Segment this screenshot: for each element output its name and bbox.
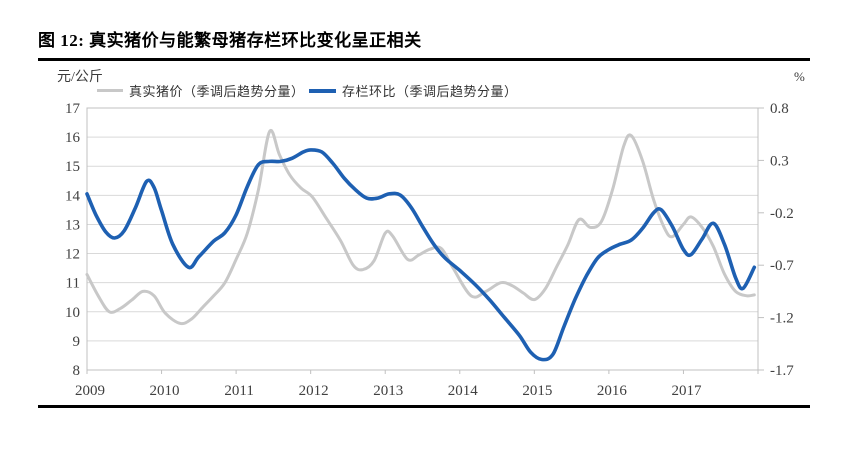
bottom-divider-rule	[38, 405, 810, 408]
legend-item-real-pig-price: 真实猪价（季调后趋势分量）	[97, 81, 305, 100]
left-axis-tick-label: 12	[65, 247, 80, 263]
x-axis-year-label: 2012	[299, 383, 329, 399]
right-axis-tick-label: 0.8	[770, 101, 789, 117]
left-axis-tick-label: 9	[73, 334, 81, 350]
left-axis-tick-label: 17	[65, 101, 81, 117]
x-axis-year-label: 2014	[448, 383, 479, 399]
blue-line-swatch	[309, 88, 336, 93]
right-axis-tick-label: 0.3	[770, 153, 789, 169]
gray-line-swatch	[97, 89, 123, 92]
plot-border	[86, 107, 759, 371]
right-axis-unit-label: %	[794, 69, 805, 84]
left-axis-tick-label: 13	[65, 217, 80, 233]
right-axis-tick-label: -0.7	[770, 258, 794, 274]
real-pig-price-line	[85, 128, 756, 326]
sow-inventory-mom-line	[85, 148, 757, 362]
x-axis-year-label: 2015	[522, 383, 552, 399]
left-axis-tick-label: 15	[65, 159, 80, 175]
x-axis-year-label: 2009	[75, 383, 105, 399]
right-axis-tick-label: -0.2	[770, 206, 794, 222]
left-axis-tick-label: 16	[65, 130, 81, 146]
x-axis-year-label: 2013	[373, 383, 403, 399]
x-axis-year-label: 2011	[224, 383, 253, 399]
right-axis-tick-label: -1.7	[770, 363, 794, 379]
x-axis-year-label: 2017	[671, 383, 702, 399]
right-axis-tick-label: -1.2	[770, 311, 794, 327]
legend-item-sow-inventory-mom: 存栏环比（季调后趋势分量）	[309, 81, 518, 100]
figure-title: 图 12: 真实猪价与能繁母猪存栏环比变化呈正相关	[38, 31, 422, 50]
x-axis-year-label: 2016	[597, 383, 628, 399]
legend-label-real-pig-price: 真实猪价（季调后趋势分量）	[129, 84, 305, 99]
left-axis-tick-label: 11	[66, 276, 80, 292]
legend-label-sow-inventory-mom: 存栏环比（季调后趋势分量）	[342, 84, 518, 99]
left-axis-tick-label: 14	[65, 188, 81, 204]
title-divider-rule	[38, 58, 810, 61]
left-axis-tick-label: 8	[73, 363, 81, 379]
left-axis-tick-label: 10	[65, 305, 80, 321]
x-axis-year-label: 2010	[150, 383, 180, 399]
left-axis-unit-label: 元/公斤	[57, 70, 103, 85]
